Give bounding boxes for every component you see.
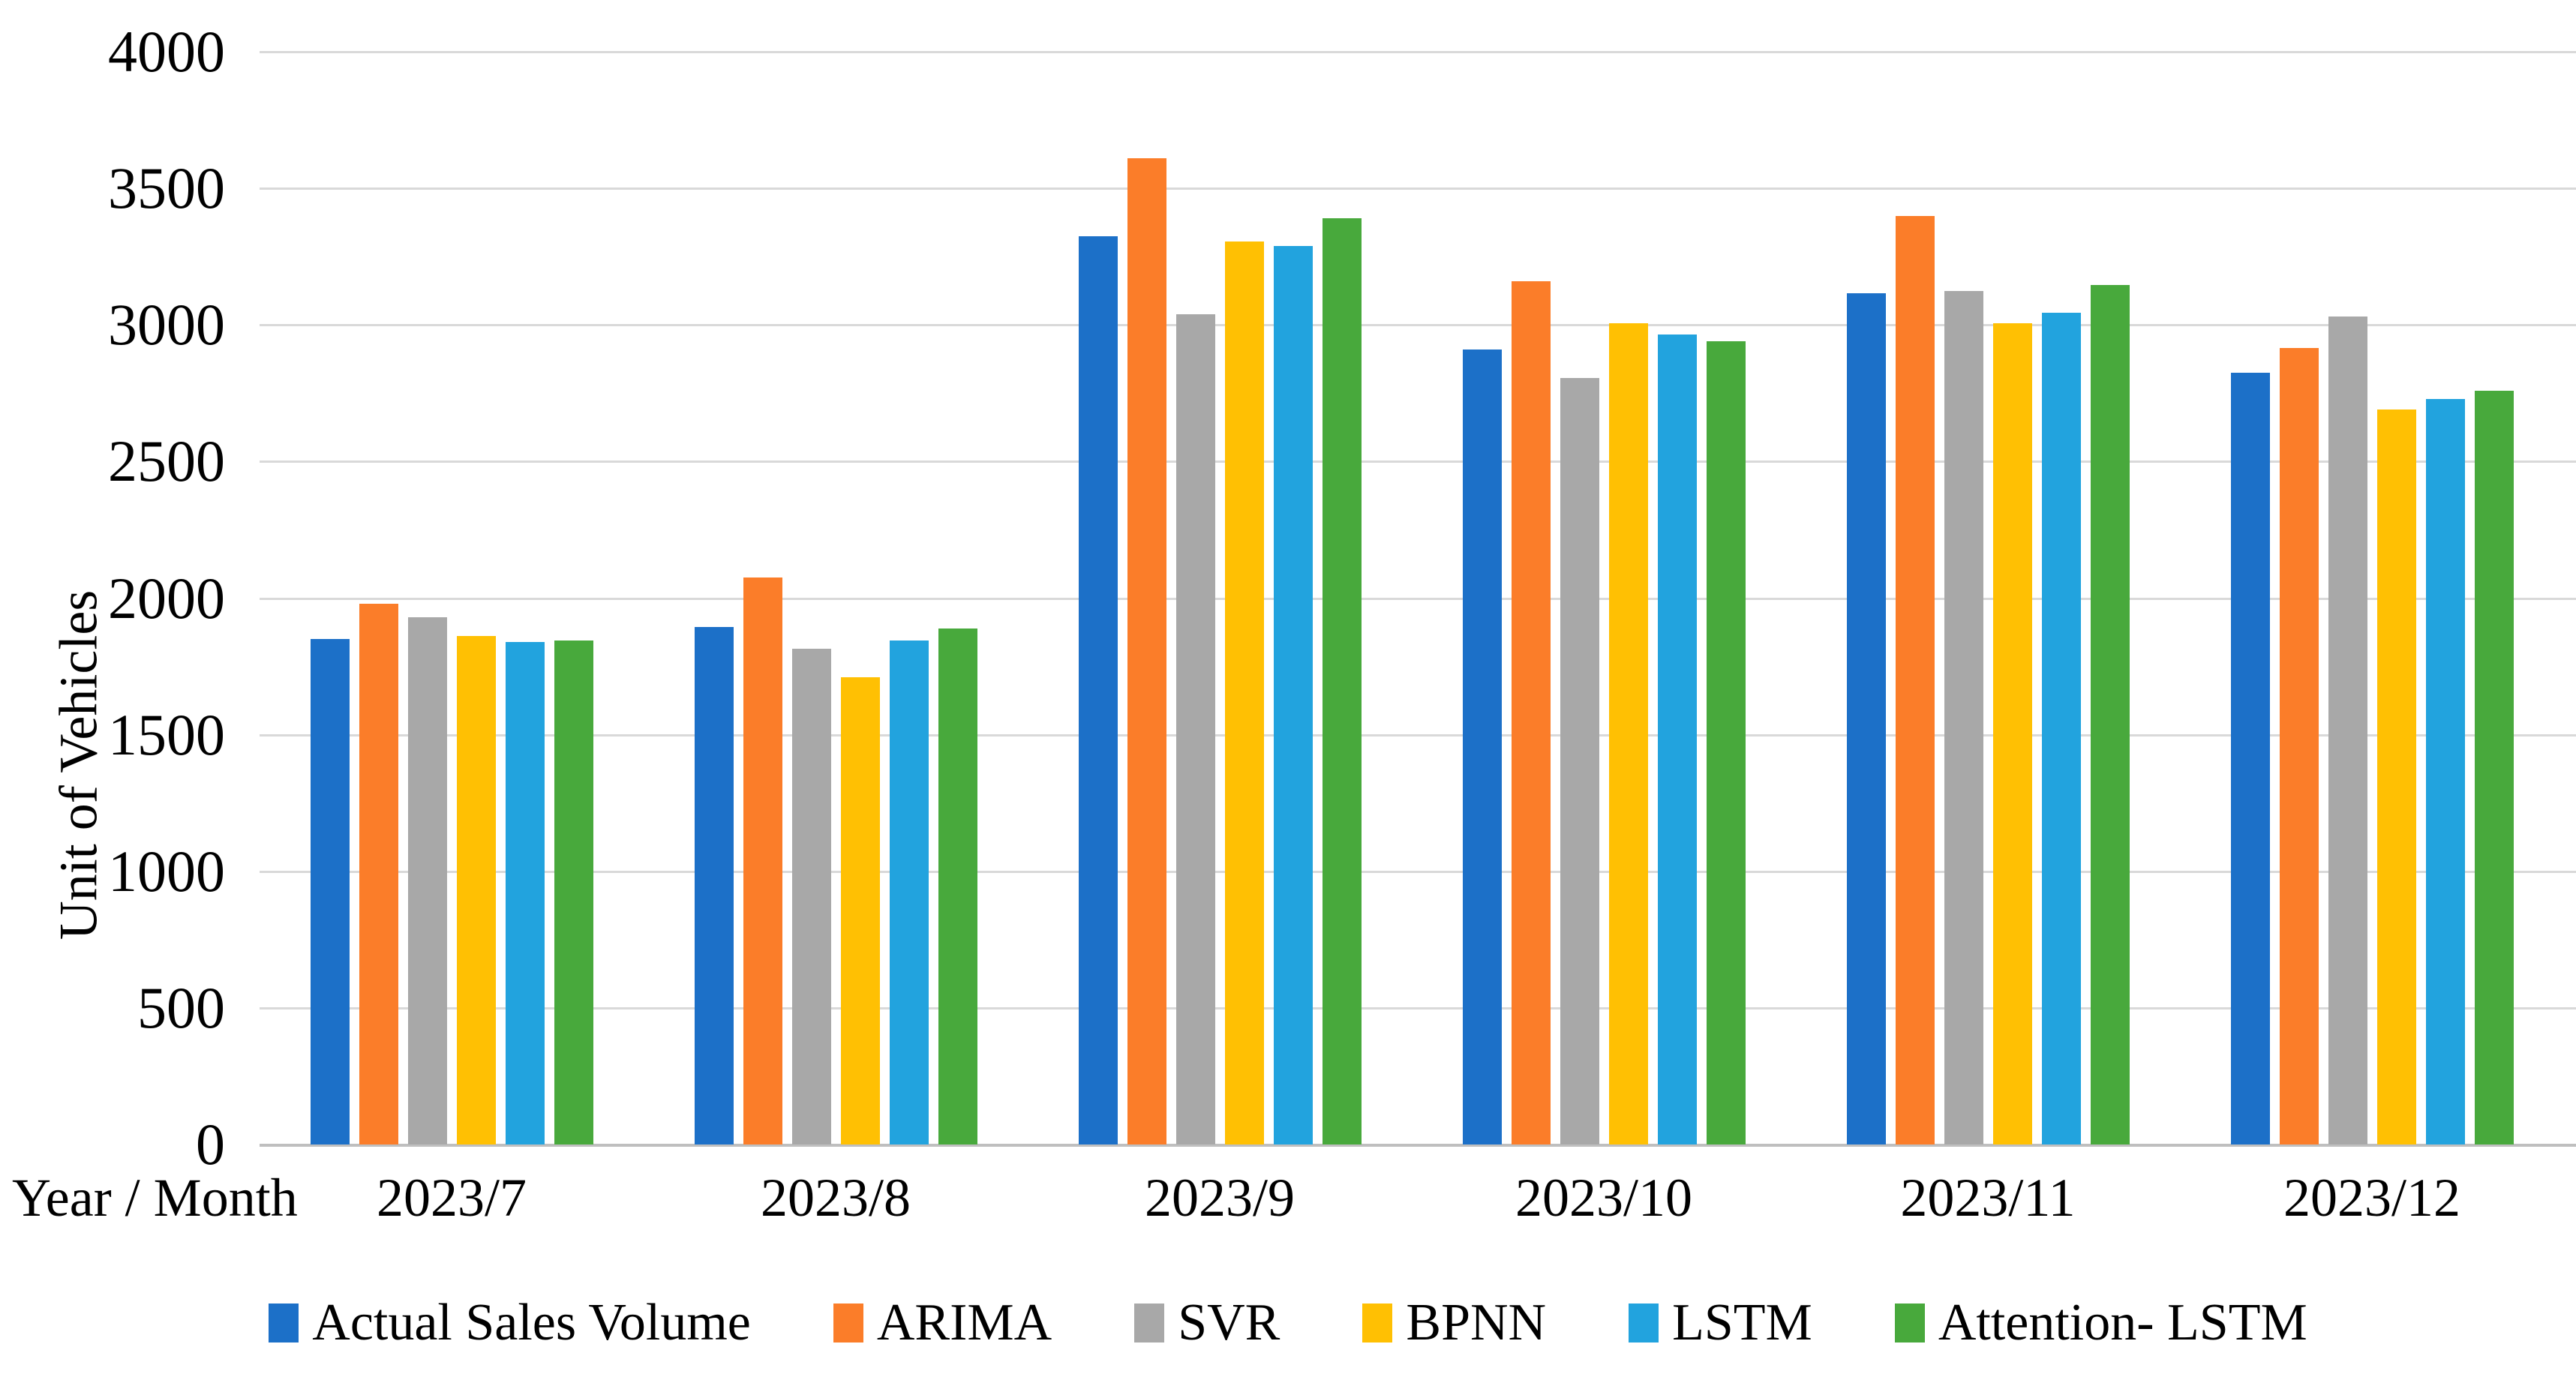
- bar-attention--lstm-2023/10: [1706, 341, 1746, 1144]
- x-tick-label-2023/9: 2023/9: [1144, 1168, 1295, 1228]
- legend-label: LSTM: [1672, 1294, 1812, 1352]
- bar-lstm-2023/8: [889, 640, 929, 1144]
- bar-lstm-2023/11: [2041, 313, 2081, 1144]
- bar-lstm-2023/10: [1657, 334, 1697, 1144]
- y-tick-label-4000: 4000: [108, 19, 225, 84]
- legend-label: BPNN: [1406, 1294, 1547, 1352]
- bar-actual-sales-volume-2023/12: [2230, 373, 2270, 1144]
- legend-swatch-icon: [269, 1304, 299, 1342]
- bar-lstm-2023/12: [2425, 399, 2465, 1144]
- bar-attention--lstm-2023/9: [1322, 218, 1362, 1144]
- bar-group-2023/10: [1412, 52, 1796, 1144]
- bar-arima-2023/12: [2279, 348, 2319, 1144]
- legend: Actual Sales Volume ARIMA SVR BPNN LSTM Atten…: [0, 1293, 2576, 1353]
- y-tick-label-3500: 3500: [108, 155, 225, 221]
- bar-group-2023/11: [1796, 52, 2180, 1144]
- bar-attention--lstm-2023/8: [938, 628, 977, 1144]
- legend-item-attention--lstm: Attention- LSTM: [1894, 1293, 2307, 1353]
- gridline-1500: [260, 734, 2576, 736]
- x-tick-label-2023/12: 2023/12: [2283, 1168, 2460, 1228]
- legend-swatch-icon: [1362, 1304, 1393, 1342]
- x-tick-label-2023/11: 2023/11: [1900, 1168, 2076, 1228]
- legend-swatch-icon: [1894, 1304, 1925, 1342]
- legend-item-bpnn: BPNN: [1362, 1293, 1546, 1353]
- bar-svr-2023/7: [407, 617, 447, 1144]
- bar-arima-2023/7: [359, 604, 398, 1144]
- y-tick-label-1000: 1000: [108, 838, 225, 904]
- bar-svr-2023/9: [1175, 314, 1215, 1144]
- x-tick-label-2023/10: 2023/10: [1515, 1168, 1692, 1228]
- bar-group-2023/8: [644, 52, 1028, 1144]
- bar-actual-sales-volume-2023/10: [1462, 350, 1502, 1144]
- x-tick-label-2023/8: 2023/8: [760, 1168, 911, 1228]
- bar-bpnn-2023/12: [2376, 410, 2416, 1144]
- legend-swatch-icon: [1134, 1304, 1165, 1342]
- legend-swatch-icon: [1629, 1304, 1659, 1342]
- gridline-3000: [260, 324, 2576, 327]
- bar-attention--lstm-2023/11: [2090, 285, 2130, 1144]
- bar-svr-2023/10: [1560, 378, 1599, 1144]
- bar-bpnn-2023/11: [1992, 323, 2032, 1144]
- bar-svr-2023/8: [791, 649, 831, 1144]
- bar-actual-sales-volume-2023/11: [1846, 293, 1886, 1144]
- bar-attention--lstm-2023/12: [2474, 391, 2514, 1144]
- bar-lstm-2023/9: [1273, 246, 1313, 1144]
- bar-actual-sales-volume-2023/9: [1078, 236, 1118, 1144]
- bar-lstm-2023/7: [505, 642, 545, 1144]
- y-tick-label-2500: 2500: [108, 428, 225, 494]
- bar-bpnn-2023/10: [1608, 323, 1648, 1144]
- y-tick-label-2000: 2000: [108, 565, 225, 631]
- gridline-1000: [260, 870, 2576, 873]
- bar-svr-2023/12: [2328, 316, 2367, 1144]
- legend-label: Attention- LSTM: [1938, 1294, 2307, 1352]
- y-tick-label-500: 500: [137, 974, 225, 1040]
- bar-arima-2023/8: [743, 578, 782, 1144]
- legend-label: Actual Sales Volume: [312, 1294, 751, 1352]
- gridline-2000: [260, 597, 2576, 600]
- y-tick-label-0: 0: [196, 1112, 225, 1177]
- gridline-0: [260, 1144, 2576, 1147]
- legend-swatch-icon: [833, 1304, 863, 1342]
- legend-item-lstm: LSTM: [1629, 1293, 1812, 1353]
- bar-bpnn-2023/8: [840, 677, 880, 1144]
- bar-attention--lstm-2023/7: [554, 640, 593, 1144]
- gridline-3500: [260, 188, 2576, 190]
- legend-item-svr: SVR: [1134, 1293, 1280, 1353]
- legend-item-actual-sales-volume: Actual Sales Volume: [269, 1293, 751, 1353]
- legend-label: ARIMA: [876, 1294, 1052, 1352]
- gridline-2500: [260, 460, 2576, 464]
- y-tick-label-3000: 3000: [108, 292, 225, 358]
- y-tick-label-1500: 1500: [108, 701, 225, 767]
- bar-bpnn-2023/7: [456, 636, 496, 1144]
- legend-item-arima: ARIMA: [833, 1293, 1052, 1353]
- gridline-500: [260, 1006, 2576, 1010]
- gridline-4000: [260, 51, 2576, 53]
- bar-group-2023/7: [260, 52, 644, 1144]
- bar-actual-sales-volume-2023/7: [310, 639, 350, 1144]
- bar-group-2023/12: [2180, 52, 2564, 1144]
- bar-arima-2023/11: [1895, 216, 1935, 1144]
- bar-svr-2023/11: [1944, 291, 1983, 1144]
- bar-actual-sales-volume-2023/8: [694, 627, 734, 1144]
- bar-arima-2023/9: [1127, 158, 1166, 1144]
- bar-group-2023/9: [1028, 52, 1412, 1144]
- x-tick-label-2023/7: 2023/7: [376, 1168, 527, 1228]
- bar-arima-2023/10: [1511, 281, 1551, 1144]
- legend-label: SVR: [1178, 1294, 1280, 1352]
- x-axis-title: Year / Month: [12, 1168, 298, 1228]
- bar-bpnn-2023/9: [1224, 242, 1264, 1144]
